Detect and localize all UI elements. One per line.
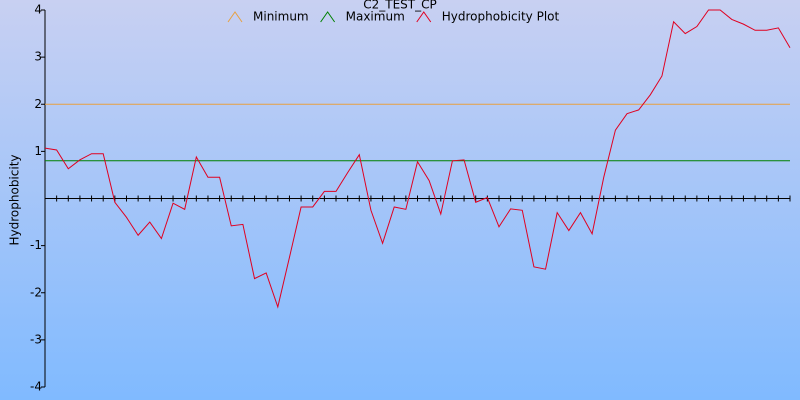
y-tick-label: -1 bbox=[30, 238, 42, 252]
y-tick-label: -2 bbox=[30, 285, 42, 299]
legend-label: Maximum bbox=[346, 10, 405, 24]
legend-label: Minimum bbox=[253, 10, 309, 24]
legend-label: Hydrophobicity Plot bbox=[442, 10, 560, 24]
legend-icon bbox=[320, 11, 336, 23]
y-tick-label: -4 bbox=[30, 380, 42, 394]
y-axis-label: Hydrophobicity bbox=[8, 154, 22, 245]
chart-title: C2_TEST_CP bbox=[363, 0, 437, 12]
y-tick-label: 2 bbox=[34, 97, 42, 111]
data-line bbox=[44, 9, 791, 309]
y-tick-label: 3 bbox=[34, 50, 42, 64]
y-tick-label: -3 bbox=[30, 332, 42, 346]
legend-icon bbox=[416, 11, 432, 23]
y-tick-label: 4 bbox=[34, 3, 42, 17]
y-tick-label: 1 bbox=[34, 144, 42, 158]
legend-icon bbox=[227, 11, 243, 23]
